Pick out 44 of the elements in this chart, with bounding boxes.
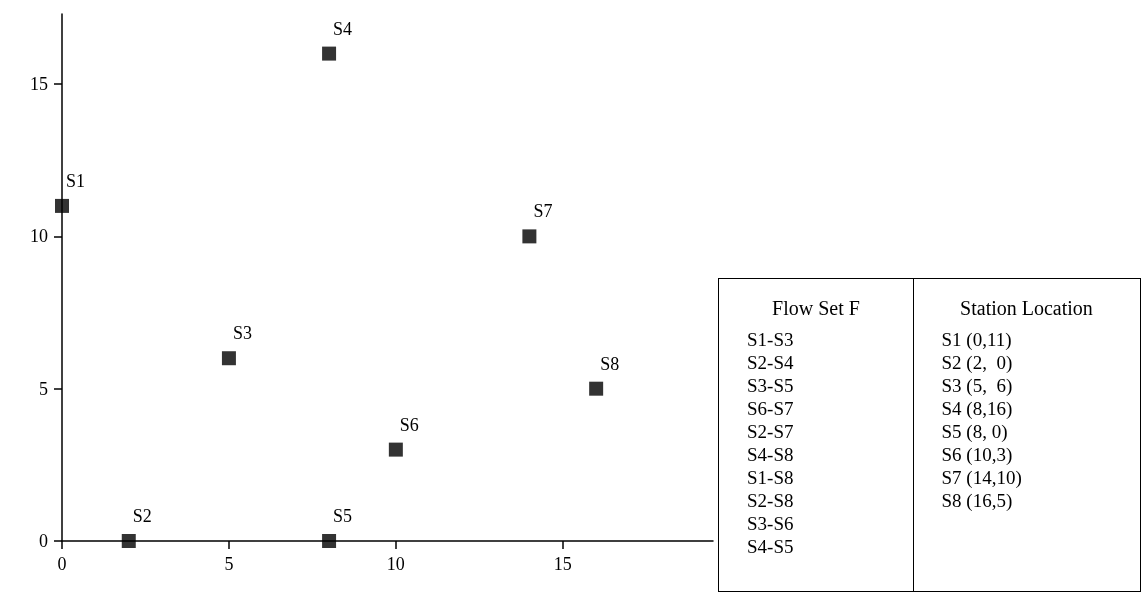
- text: S4-S8: [747, 443, 795, 466]
- text: S4-S5: [747, 535, 795, 558]
- text: S1 (0,11): [941, 328, 1013, 351]
- point: [55, 198, 69, 213]
- text: S4 (8,16): [941, 397, 1014, 420]
- x-tick-label: 5: [224, 554, 234, 574]
- point: [121, 534, 136, 548]
- text: S7 (14,10): [941, 466, 1023, 489]
- text: S6 (10,3): [941, 443, 1014, 466]
- text: S2 (2, 0): [941, 351, 1014, 374]
- text: S1-S3: [747, 328, 795, 351]
- annotation: S3: [232, 323, 252, 344]
- point: [322, 46, 337, 61]
- x-tick-label: 10: [386, 554, 405, 574]
- text: S2-S8: [747, 489, 795, 512]
- point: [522, 229, 537, 244]
- text: S3-S5: [747, 374, 795, 397]
- annotation: S4: [333, 18, 353, 39]
- annotation: S1: [66, 170, 86, 191]
- text: S2-S4: [747, 351, 795, 374]
- y-tick-label: 15: [30, 74, 48, 95]
- point: [322, 534, 337, 548]
- x-tick-label: 15: [553, 554, 572, 574]
- annotation: S2: [132, 506, 152, 526]
- point: [388, 442, 403, 457]
- text: Station Location: [959, 297, 1094, 320]
- text: S6-S7: [747, 397, 795, 420]
- point: [589, 381, 604, 396]
- annotation: S6: [399, 414, 419, 435]
- annotation: S7: [533, 201, 553, 222]
- text: S3 (5, 6): [941, 374, 1014, 397]
- text: S3-S6: [747, 512, 795, 535]
- x-tick-label: 0: [57, 554, 67, 574]
- text: Flow Set F: [771, 297, 861, 320]
- text: S5 (8, 0): [941, 420, 1009, 443]
- annotation: S8: [600, 353, 620, 374]
- annotation: S5: [333, 506, 353, 526]
- y-tick-label: 10: [30, 226, 48, 247]
- text: S1-S8: [747, 466, 795, 489]
- y-tick-label: 0: [39, 531, 48, 551]
- text: S8 (16,5): [941, 489, 1014, 512]
- point: [221, 351, 236, 366]
- text: S2-S7: [747, 420, 795, 443]
- y-tick-label: 5: [39, 378, 48, 399]
